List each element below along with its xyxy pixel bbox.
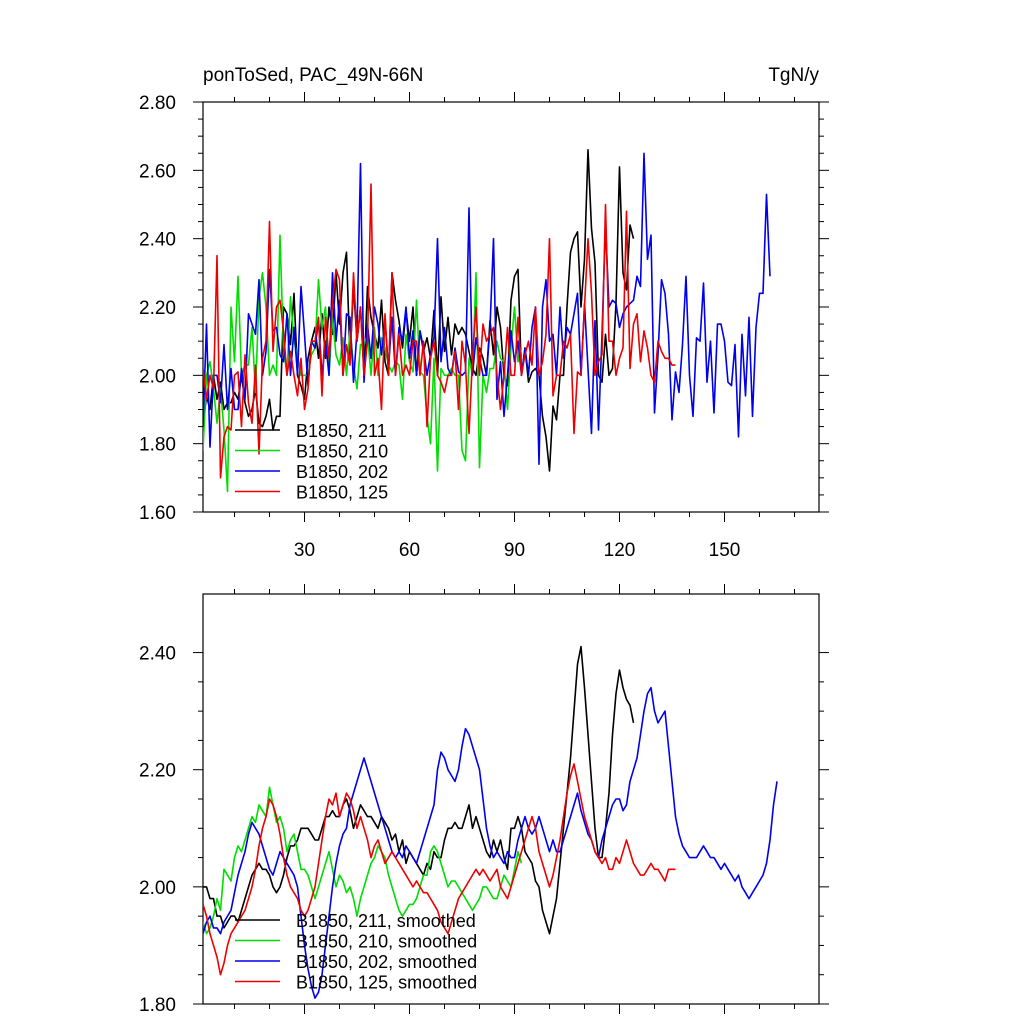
y-tick-label: 2.80 <box>139 93 176 114</box>
y-tick-label: 1.60 <box>139 503 176 524</box>
legend-label-1: B1850, 211 <box>296 421 387 441</box>
legend-label-4: B1850, 125, smoothed <box>296 973 477 993</box>
series-line-4 <box>203 183 676 479</box>
legend-label-2: B1850, 210, smoothed <box>296 932 477 952</box>
y-tick-label: 2.40 <box>139 644 176 665</box>
series-line-4 <box>203 763 676 976</box>
x-tick-label: 90 <box>504 540 525 561</box>
y-tick-label: 2.00 <box>139 878 176 899</box>
y-tick-label: 2.60 <box>139 161 176 182</box>
y-tick-label: 1.80 <box>139 435 176 456</box>
y-tick-label: 2.20 <box>139 298 176 319</box>
series-line-3 <box>203 152 771 466</box>
legend-label-3: B1850, 202, smoothed <box>296 952 477 972</box>
series-line-2 <box>203 786 523 935</box>
y-tick-label: 2.40 <box>139 230 176 251</box>
legend-label-1: B1850, 211, smoothed <box>296 911 476 931</box>
x-tick-label: 120 <box>604 540 636 561</box>
chart-title: ponToSed, PAC_49N-66N <box>203 65 423 86</box>
x-tick-label: 30 <box>294 540 315 561</box>
chart-panel-1: 1.60 1.80 2.00 2.20 2.40 2.60 2.80 30 60 90 120 150… <box>139 65 829 561</box>
x-tick-label: 150 <box>709 540 741 561</box>
y-tick-label: 1.80 <box>139 995 176 1016</box>
legend-label-4: B1850, 125 <box>296 483 388 503</box>
series-line-3 <box>203 686 778 999</box>
legend-label-3: B1850, 202 <box>296 462 388 482</box>
x-tick-label: 60 <box>399 540 420 561</box>
y-tick-label: 2.00 <box>139 366 176 387</box>
legend-label-2: B1850, 210 <box>296 442 388 462</box>
chart-units: TgN/y <box>768 65 819 86</box>
y-tick-label: 2.20 <box>139 761 176 782</box>
